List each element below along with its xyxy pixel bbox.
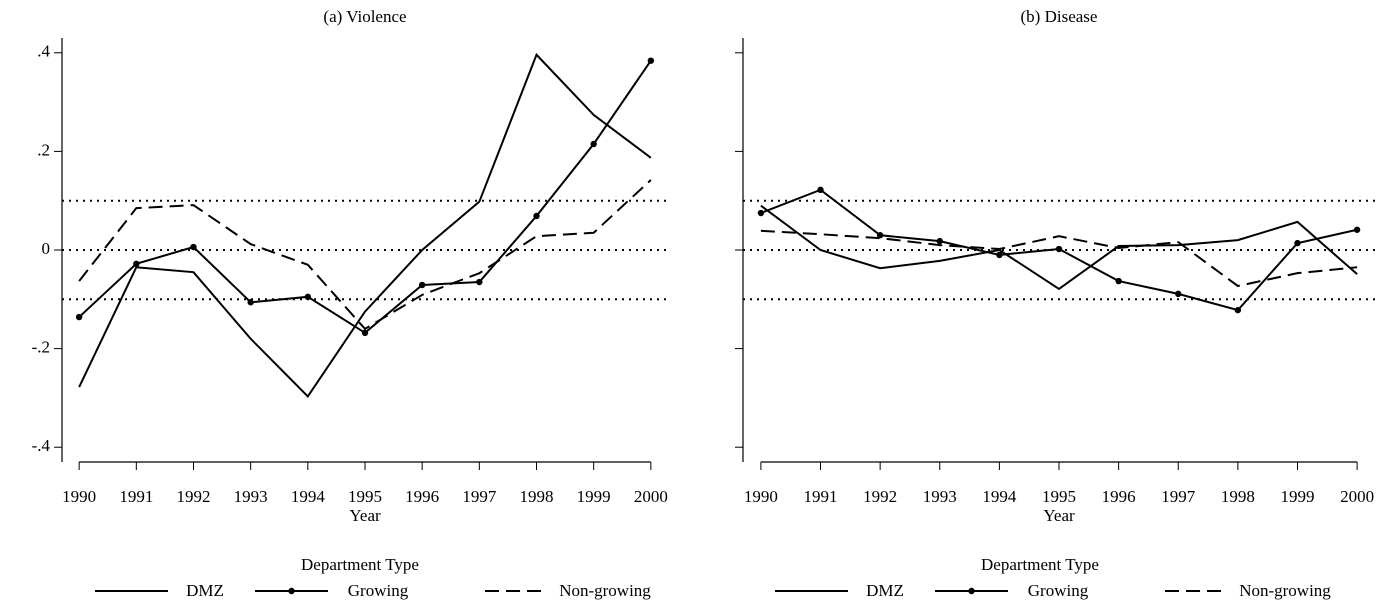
x-tick-label: 1996 [405, 487, 439, 506]
legend-label: Growing [1028, 581, 1089, 600]
point [1115, 277, 1122, 285]
legend-label: DMZ [866, 581, 904, 600]
y-tick-label: .2 [37, 140, 50, 159]
legend-title: Department Type [981, 555, 1099, 574]
legend-marker [968, 587, 975, 595]
x-tick-label: 1990 [744, 487, 778, 506]
x-tick-label: 1998 [1221, 487, 1255, 506]
x-axis-label: Year [349, 506, 381, 525]
x-tick-label: 1994 [291, 487, 326, 506]
panel-title: (b) Disease [1021, 7, 1098, 26]
y-tick-label: 0 [42, 239, 51, 258]
x-tick-label: 1990 [62, 487, 96, 506]
point [418, 281, 426, 289]
point [1234, 306, 1242, 314]
x-tick-label: 1999 [1280, 487, 1314, 506]
x-tick-label: 1991 [804, 487, 838, 506]
point [190, 243, 197, 251]
point [133, 260, 140, 268]
legend-label: Growing [348, 581, 409, 600]
series-line [760, 204, 1358, 291]
series-line [760, 229, 1358, 288]
x-tick-label: 1997 [1161, 487, 1196, 506]
panel-title: (a) Violence [323, 7, 406, 26]
x-tick-label: 1995 [1042, 487, 1076, 506]
x-tick-label: 1992 [863, 487, 897, 506]
x-tick-label: 2000 [634, 487, 668, 506]
legend-label: DMZ [186, 581, 224, 600]
series-line [78, 60, 652, 335]
legend-marker [288, 587, 295, 595]
point [75, 313, 83, 321]
x-tick-label: 1994 [982, 487, 1017, 506]
point [590, 140, 597, 148]
point [1175, 290, 1182, 298]
y-tick-label: -.2 [32, 338, 50, 357]
x-axis-label: Year [1043, 506, 1075, 525]
x-tick-label: 1996 [1102, 487, 1136, 506]
point [1353, 226, 1361, 233]
legend-label: Non-growing [1239, 581, 1331, 600]
y-tick-label: -.4 [32, 436, 51, 455]
x-tick-label: 2000 [1340, 487, 1374, 506]
x-tick-label: 1993 [234, 487, 268, 506]
legend-title: Department Type [301, 555, 419, 574]
point [876, 232, 884, 239]
point [1294, 239, 1301, 247]
point [817, 186, 824, 194]
x-tick-label: 1993 [923, 487, 957, 506]
point [647, 57, 655, 64]
point [247, 299, 254, 306]
x-tick-label: 1992 [176, 487, 210, 506]
x-tick-label: 1991 [119, 487, 153, 506]
point [476, 278, 483, 286]
point [1055, 245, 1063, 253]
x-tick-label: 1995 [348, 487, 382, 506]
point [304, 293, 312, 301]
point [533, 212, 540, 220]
series-line [78, 52, 652, 398]
point [936, 237, 943, 245]
x-tick-label: 1999 [577, 487, 611, 506]
y-tick-label: .4 [37, 42, 50, 61]
legend-label: Non-growing [559, 581, 651, 600]
point [996, 251, 1003, 259]
point [361, 329, 369, 337]
x-tick-label: 1997 [462, 487, 497, 506]
point [757, 209, 765, 217]
x-tick-label: 1998 [520, 487, 554, 506]
series-line [78, 179, 652, 331]
